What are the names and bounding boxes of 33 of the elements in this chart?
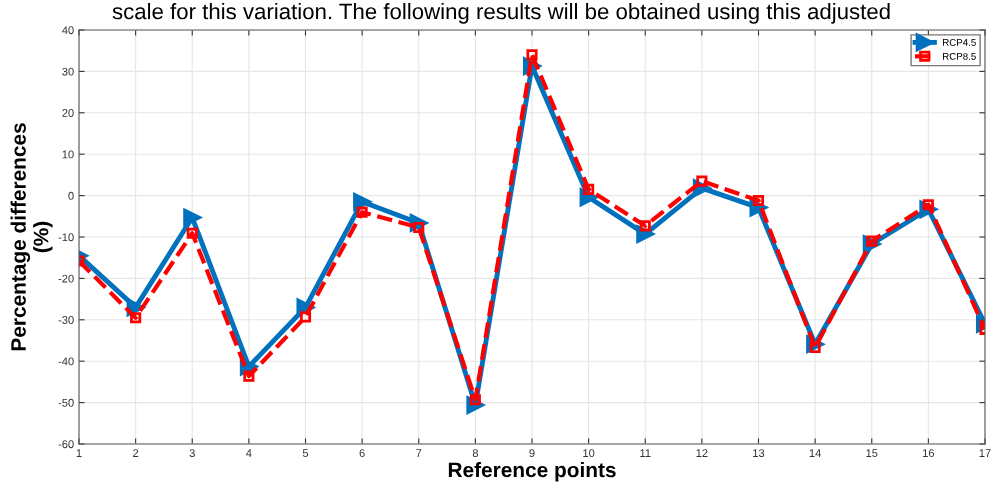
- x-tick-label: 5: [302, 449, 309, 458]
- x-tick-label: 13: [753, 449, 765, 458]
- y-axis-title: Percentage differences (%): [10, 123, 53, 351]
- x-tick-label: 12: [696, 449, 708, 457]
- y-tick-label: 20: [62, 109, 74, 117]
- text: scale for this variation. The following results will be obtained using this adjusted: [112, 3, 890, 24]
- legend-label: RCP4.5: [943, 39, 976, 46]
- x-tick-label: 17: [979, 449, 991, 457]
- x-tick-label: 3: [189, 449, 195, 458]
- x-tick-label: 16: [923, 449, 935, 458]
- y-tick-label: -20: [58, 274, 74, 283]
- y-tick-label: -30: [58, 316, 74, 324]
- legend-label: RCP8.5: [943, 52, 976, 60]
- y-tick-label: 30: [62, 67, 74, 76]
- x-tick-label: 6: [359, 449, 365, 458]
- y-tick-label: -10: [58, 233, 74, 242]
- x-tick-label: 1: [76, 449, 82, 457]
- x-tick-label: 10: [583, 449, 595, 458]
- x-tick-label: 8: [472, 449, 478, 458]
- x-tick-label: 11: [640, 449, 651, 457]
- y-tick-label: 0: [68, 191, 74, 200]
- x-axis-title: Reference points: [448, 462, 616, 482]
- x-tick-label: 4: [246, 449, 252, 457]
- y-tick-label: 40: [62, 26, 74, 35]
- x-tick-label: 9: [529, 449, 535, 458]
- y-tick-label: -60: [58, 440, 74, 449]
- x-tick-label: 15: [866, 449, 878, 458]
- y-tick-label: -40: [58, 357, 74, 366]
- y-tick-label: -50: [58, 398, 74, 407]
- x-tick-label: 14: [809, 449, 821, 457]
- x-tick-label: 2: [133, 449, 139, 457]
- x-tick-label: 7: [416, 449, 422, 457]
- y-tick-label: 10: [62, 150, 74, 159]
